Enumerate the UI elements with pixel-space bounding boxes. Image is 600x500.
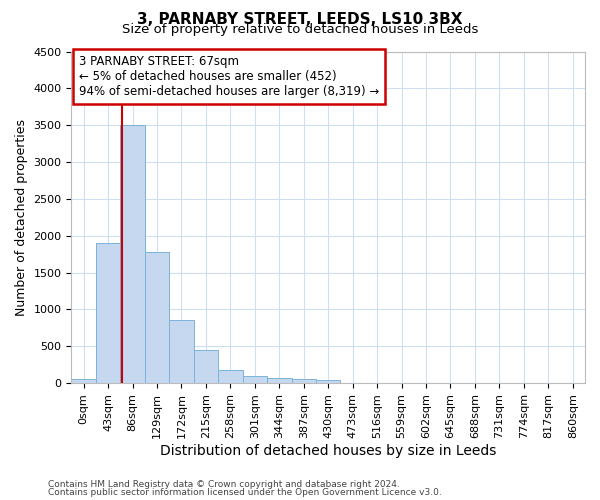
Bar (242, 376, 267, 383)
Text: Contains HM Land Registry data © Crown copyright and database right 2024.: Contains HM Land Registry data © Crown c… (48, 480, 400, 489)
Text: Contains public sector information licensed under the Open Government Licence v3: Contains public sector information licen… (48, 488, 442, 497)
Bar (267, 378, 292, 383)
Bar (218, 370, 242, 383)
Bar (169, 320, 194, 383)
Bar (194, 350, 218, 383)
Bar (292, 379, 316, 383)
Text: Size of property relative to detached houses in Leeds: Size of property relative to detached ho… (122, 24, 478, 36)
Y-axis label: Number of detached properties: Number of detached properties (15, 119, 28, 316)
Bar (316, 380, 340, 383)
Bar (145, 252, 169, 383)
Bar (96, 243, 121, 383)
Text: 3, PARNABY STREET, LEEDS, LS10 3BX: 3, PARNABY STREET, LEEDS, LS10 3BX (137, 12, 463, 28)
Text: 3 PARNABY STREET: 67sqm
← 5% of detached houses are smaller (452)
94% of semi-de: 3 PARNABY STREET: 67sqm ← 5% of detached… (79, 55, 379, 98)
Bar (121, 125, 145, 383)
Bar (71, 380, 96, 383)
X-axis label: Distribution of detached houses by size in Leeds: Distribution of detached houses by size … (160, 444, 496, 458)
